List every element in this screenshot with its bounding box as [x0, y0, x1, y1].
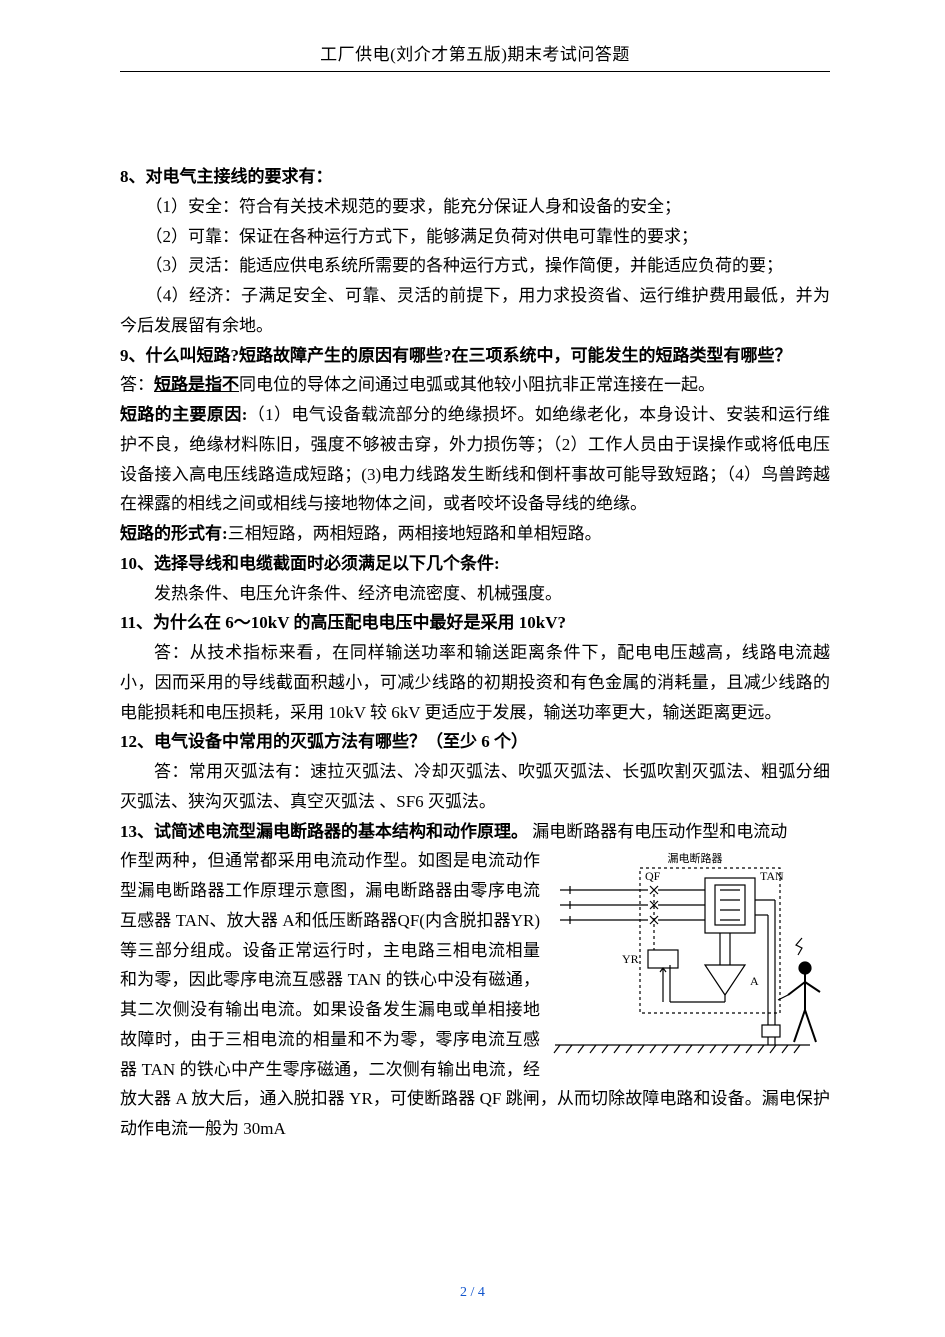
q11-title: 11、为什么在 6～10kV 的高压配电电压中最好是采用 10kV? — [120, 608, 830, 638]
q13-title-bold: 13、试简述电流型漏电断路器的基本结构和动作原理。 — [120, 822, 528, 841]
page: 工厂供电(刘介才第五版)期末考试问答题 8、对电气主接线的要求有： （1）安全：… — [0, 0, 945, 1184]
diagram-title-text: 漏电断路器 — [668, 851, 723, 865]
q13-title-rest: 漏电断路器有电压动作型和电流动 — [532, 822, 787, 841]
content-body: 8、对电气主接线的要求有： （1）安全：符合有关技术规范的要求，能充分保证人身和… — [120, 162, 830, 1144]
circuit-diagram: 漏电断路器 — [550, 850, 830, 1075]
q10-text: 发热条件、电压允许条件、经济电流密度、机械强度。 — [120, 579, 830, 609]
diagram-a-label: A — [750, 974, 759, 988]
page-header: 工厂供电(刘介才第五版)期末考试问答题 — [120, 40, 830, 72]
q9-reason-label: 短路的主要原因: — [120, 405, 247, 424]
diagram-qf-label: QF — [645, 869, 661, 883]
q9-form-label: 短路的形式有: — [120, 524, 228, 543]
q13-title-line: 13、试简述电流型漏电断路器的基本结构和动作原理。 漏电断路器有电压动作型和电流… — [120, 817, 830, 847]
q8-item-1: （1）安全：符合有关技术规范的要求，能充分保证人身和设备的安全； — [120, 192, 830, 222]
page-footer: 2 / 4 — [0, 1285, 945, 1301]
q9-title: 9、什么叫短路?短路故障产生的原因有哪些?在三项系统中，可能发生的短路类型有哪些… — [120, 341, 830, 371]
q13-section: 13、试简述电流型漏电断路器的基本结构和动作原理。 漏电断路器有电压动作型和电流… — [120, 817, 830, 1144]
q9-answer-line: 答：短路是指不同电位的导体之间通过电弧或其他较小阻抗非正常连接在一起。 — [120, 370, 830, 400]
q9-ans-underline: 短路是指不 — [154, 375, 239, 394]
q9-ans-rest: 同电位的导体之间通过电弧或其他较小阻抗非正常连接在一起。 — [239, 375, 715, 394]
diagram-yr-label: YR — [622, 952, 639, 966]
q8-title: 8、对电气主接线的要求有： — [120, 162, 830, 192]
q9-form-text: 三相短路，两相短路，两相接地短路和单相短路。 — [228, 524, 602, 543]
q12-text: 答：常用灭弧法有：速拉灭弧法、冷却灭弧法、吹弧灭弧法、长弧吹割灭弧法、粗弧分细灭… — [120, 757, 830, 817]
q9-form: 短路的形式有:三相短路，两相短路，两相接地短路和单相短路。 — [120, 519, 830, 549]
diagram-svg: 漏电断路器 — [550, 850, 830, 1075]
q8-item-3: （3）灵活：能适应供电系统所需要的各种运行方式，操作简便，并能适应负荷的要； — [120, 251, 830, 281]
q8-item-2: （2）可靠：保证在各种运行方式下，能够满足负荷对供电可靠性的要求； — [120, 222, 830, 252]
q11-text: 答：从技术指标来看，在同样输送功率和输送距离条件下，配电电压越高，线路电流越小，… — [120, 638, 830, 727]
q9-ans-prefix: 答： — [120, 375, 154, 394]
q12-title: 12、电气设备中常用的灭弧方法有哪些？（至少 6 个） — [120, 727, 830, 757]
diagram-tan-label: TAN — [760, 869, 784, 883]
q9-reason: 短路的主要原因:（1）电气设备载流部分的绝缘损坏。如绝缘老化，本身设计、安装和运… — [120, 400, 830, 519]
q8-item-4: （4）经济：子满足安全、可靠、灵活的前提下，用力求投资省、运行维护费用最低，并为… — [120, 281, 830, 341]
q10-title: 10、选择导线和电缆截面时必须满足以下几个条件: — [120, 549, 830, 579]
